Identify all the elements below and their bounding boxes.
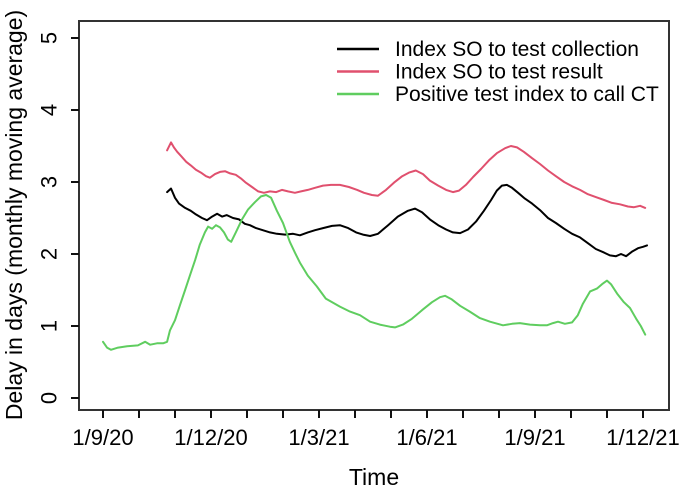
data-series <box>102 141 648 351</box>
series-line-collection <box>166 183 648 258</box>
y-axis-ticks: 0 1 2 3 4 5 <box>37 32 79 404</box>
plot-border <box>78 20 670 411</box>
x-axis-ticks: 1/9/20 1/12/20 1/3/21 1/6/21 1/9/21 1/12/21 <box>72 410 680 450</box>
y-tick-label: 1 <box>37 320 62 332</box>
y-axis-title: Delay in days (monthly moving average) <box>1 10 27 420</box>
x-tick-label: 1/6/21 <box>396 425 457 450</box>
series-line-result <box>166 141 647 209</box>
y-tick-label: 4 <box>37 104 62 116</box>
x-tick-label: 1/3/21 <box>288 425 349 450</box>
x-tick-label: 1/9/20 <box>72 425 133 450</box>
y-tick-label: 5 <box>37 32 62 44</box>
y-tick-label: 2 <box>37 248 62 260</box>
series-line-callct <box>102 194 647 351</box>
x-tick-label: 1/12/20 <box>174 425 247 450</box>
x-tick-label: 1/9/21 <box>504 425 565 450</box>
x-tick-label: 1/12/21 <box>606 425 679 450</box>
y-tick-label: 3 <box>37 176 62 188</box>
legend: Index SO to test collection Index SO to … <box>337 38 659 106</box>
legend-label-result: Index SO to test result <box>395 61 603 84</box>
y-tick-label: 0 <box>37 392 62 404</box>
legend-label-callct: Positive test index to call CT <box>395 83 659 106</box>
x-axis-title: Time <box>349 464 399 490</box>
legend-label-collection: Index SO to test collection <box>395 38 639 61</box>
